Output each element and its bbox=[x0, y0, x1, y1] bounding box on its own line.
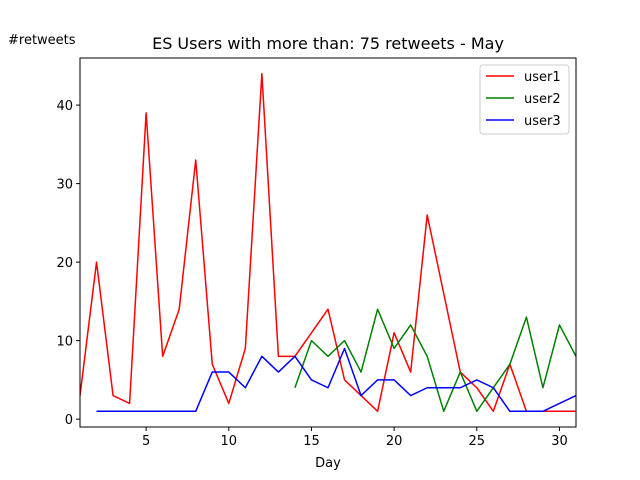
plot-area bbox=[80, 72, 576, 413]
x-tick-label: 15 bbox=[303, 434, 320, 449]
chart-title: ES Users with more than: 75 retweets - M… bbox=[152, 34, 504, 53]
y-tick-label: 40 bbox=[56, 99, 73, 114]
y-tick-label: 30 bbox=[56, 178, 73, 193]
x-tick-label: 5 bbox=[142, 434, 150, 449]
series-line-user3 bbox=[96, 347, 576, 413]
y-tick-label: 10 bbox=[56, 335, 73, 350]
y-tick-label: 0 bbox=[65, 413, 73, 428]
x-tick-label: 20 bbox=[386, 434, 403, 449]
series-line-user1 bbox=[80, 72, 576, 413]
plot-frame bbox=[79, 57, 577, 428]
y-tick-label: 20 bbox=[56, 256, 73, 271]
legend-box bbox=[479, 64, 570, 135]
axis-ticks: 5 10 15 20 25 30 0 10 20 30 40 bbox=[56, 99, 567, 449]
x-axis-label: Day bbox=[315, 456, 341, 471]
x-tick-label: 30 bbox=[551, 434, 568, 449]
series-line-user2 bbox=[294, 308, 576, 413]
legend-label-user3: user3 bbox=[524, 114, 561, 129]
x-tick-label: 10 bbox=[221, 434, 238, 449]
x-tick-label: 25 bbox=[469, 434, 486, 449]
legend: user1 user2 user3 bbox=[479, 64, 570, 135]
y-axis-label: #retweets bbox=[8, 33, 76, 48]
legend-label-user2: user2 bbox=[524, 92, 561, 107]
legend-label-user1: user1 bbox=[524, 70, 561, 85]
